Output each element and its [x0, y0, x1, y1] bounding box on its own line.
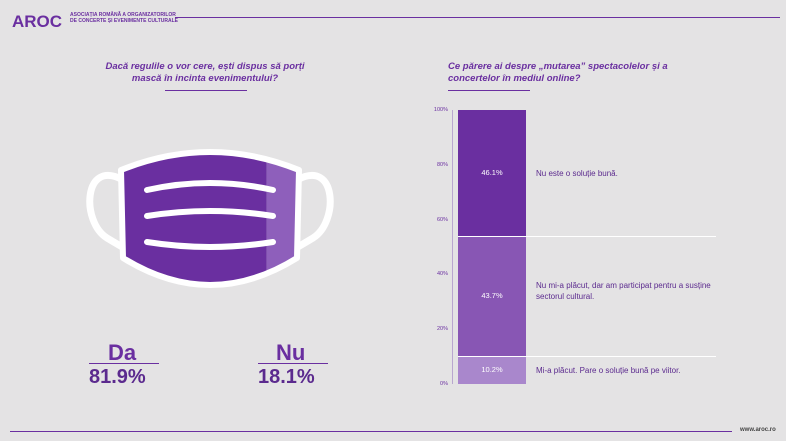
- org-name: Asociația Română a Organizatorilor de Co…: [70, 12, 178, 24]
- y-tick-label: 40%: [436, 271, 448, 278]
- y-tick-label: 80%: [436, 161, 448, 168]
- bar-segment: [458, 236, 526, 357]
- bar-annotation: Nu este o soluție bună.: [536, 169, 618, 179]
- online-question: Ce părere ai despre „mutarea” spectacole…: [448, 61, 668, 84]
- bar-segment: [458, 356, 526, 384]
- yes-divider: [89, 363, 159, 364]
- mask-outline: [118, 149, 302, 288]
- y-tick-label: 0%: [440, 381, 448, 387]
- logo: AROC: [12, 12, 63, 31]
- no-value: 18.1%: [258, 366, 315, 388]
- mask-pleat: [144, 208, 276, 219]
- bar-segment-label: 10.2%: [481, 365, 503, 375]
- yes-label: Da: [108, 340, 137, 365]
- online-question-underline: [448, 90, 530, 91]
- mask-pleat: [144, 180, 276, 193]
- y-tick-label: 60%: [436, 216, 448, 223]
- y-tick-label: 100%: [433, 107, 448, 113]
- bar-segment: [458, 110, 526, 237]
- yes-value: 81.9%: [89, 366, 146, 388]
- footer-url: www.aroc.ro: [740, 427, 776, 433]
- segment-separator: [458, 356, 716, 358]
- mask-icon: [86, 149, 334, 288]
- segment-separator: [458, 236, 716, 238]
- bar-segment-label: 46.1%: [481, 168, 503, 178]
- bar-segment-label: 43.7%: [481, 291, 503, 301]
- mask-question-underline: [165, 90, 247, 91]
- no-label: Nu: [276, 340, 306, 365]
- mask-pleat: [144, 239, 276, 250]
- y-axis: [452, 110, 453, 384]
- mask-yes-fill: [121, 152, 267, 285]
- mask-question: Dacă regulile o vor cere, ești dispus să…: [105, 61, 305, 84]
- bar-annotation: Mi-a plăcut. Pare o soluție bună pe viit…: [536, 366, 681, 376]
- y-tick-label: 20%: [436, 326, 448, 333]
- footer-divider: [10, 431, 732, 432]
- header-divider: [175, 17, 780, 18]
- bar-annotation: Nu mi-a plăcut, dar am participat pentru…: [536, 281, 711, 302]
- no-divider: [258, 363, 328, 364]
